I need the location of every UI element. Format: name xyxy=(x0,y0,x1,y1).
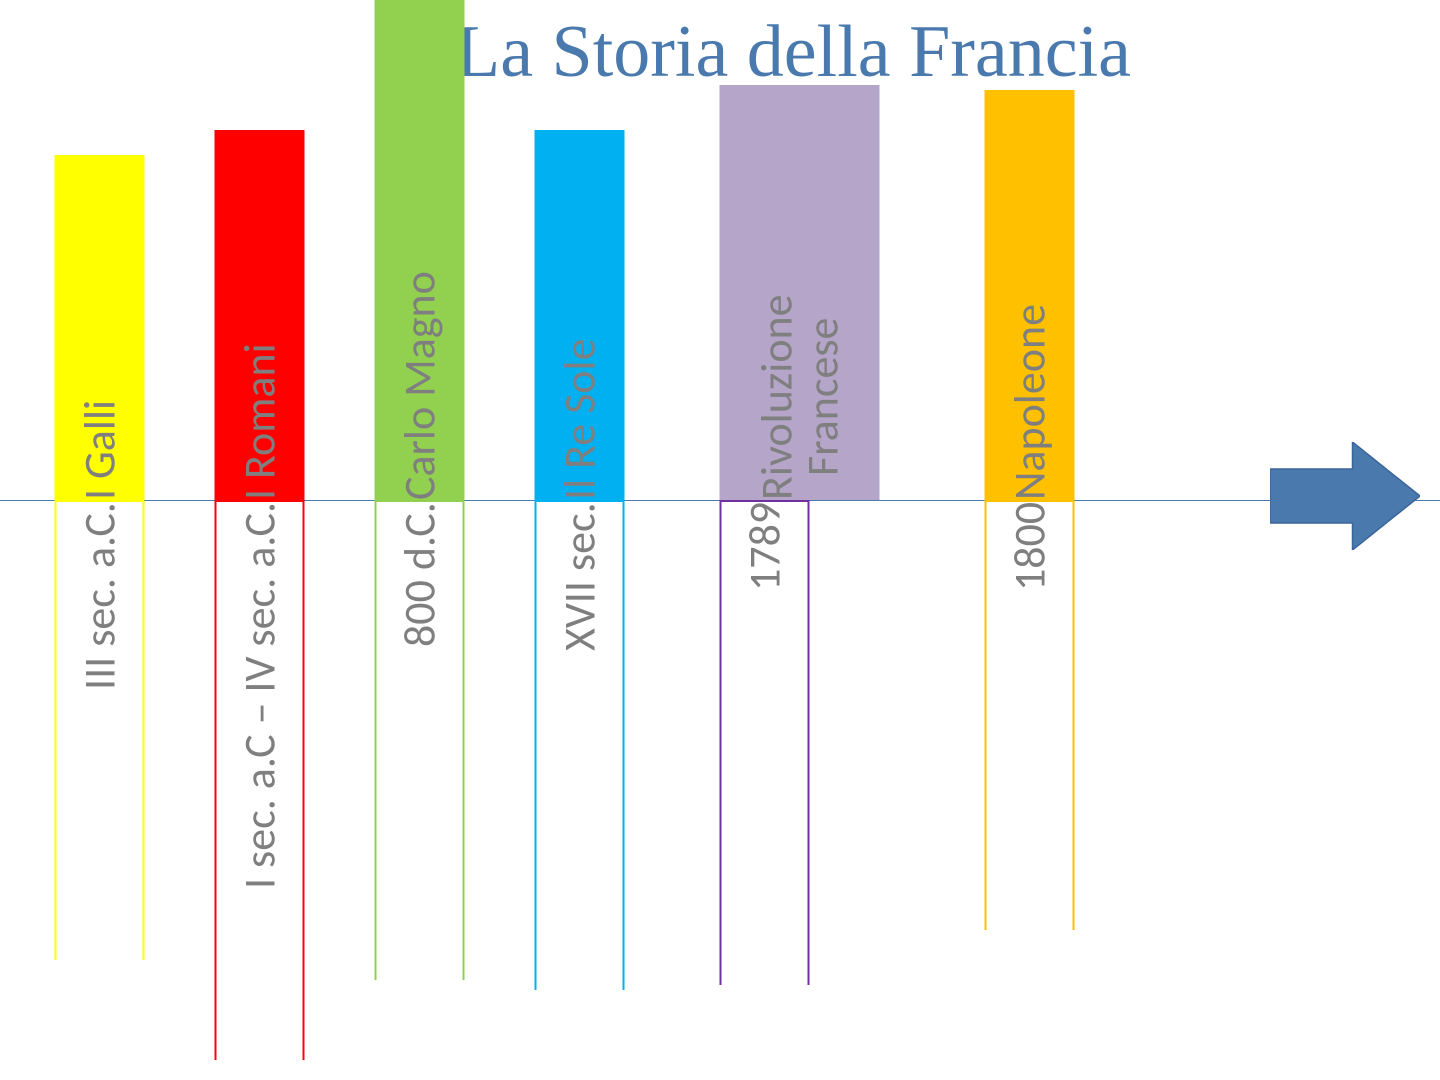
timeline-arrow-icon xyxy=(1270,442,1420,550)
era-bar-resole: Il Re Sole xyxy=(535,130,625,500)
era-label: Il Re Sole xyxy=(556,339,602,501)
date-box-romani: I sec. a.C – IV sec. a.C. xyxy=(215,500,305,1060)
date-box-resole: XVII sec. xyxy=(535,500,625,990)
era-bar-napoleone: Napoleone xyxy=(985,90,1075,500)
date-box-rivoluzione: 1789 xyxy=(720,500,810,985)
date-box-napoleone: 1800 xyxy=(985,500,1075,930)
era-bar-carlomagno: Carlo Magno xyxy=(375,0,465,500)
era-label: Napoleone xyxy=(1006,304,1052,500)
date-box-galli: III sec. a.C. xyxy=(55,500,145,960)
timeline-stage: La Storia della Francia I GalliIII sec. … xyxy=(0,0,1440,1080)
timeline-column-romani: I RomaniI sec. a.C – IV sec. a.C. xyxy=(260,0,261,1)
date-label: 1789 xyxy=(738,502,792,591)
timeline-column-rivoluzione: Rivoluzione Francese1789 xyxy=(800,0,801,1)
era-label: I Galli xyxy=(76,400,122,500)
era-label: Carlo Magno xyxy=(396,271,442,500)
date-label: III sec. a.C. xyxy=(73,502,127,690)
timeline-column-napoleone: Napoleone1800 xyxy=(1030,0,1031,1)
page-title: La Storia della Francia xyxy=(455,10,1131,95)
date-label: 800 d.C. xyxy=(393,502,447,647)
era-bar-romani: I Romani xyxy=(215,130,305,500)
timeline-column-resole: Il Re SoleXVII sec. xyxy=(580,0,581,1)
date-box-carlomagno: 800 d.C. xyxy=(375,500,465,980)
date-label: XVII sec. xyxy=(553,502,607,651)
era-label: Rivoluzione Francese xyxy=(753,294,845,500)
era-label: I Romani xyxy=(236,343,282,500)
date-label: I sec. a.C – IV sec. a.C. xyxy=(233,502,287,889)
era-bar-galli: I Galli xyxy=(55,155,145,500)
era-bar-rivoluzione: Rivoluzione Francese xyxy=(720,85,880,500)
date-label: 1800 xyxy=(1003,502,1057,591)
timeline-column-galli: I GalliIII sec. a.C. xyxy=(100,0,101,1)
timeline-column-carlomagno: Carlo Magno800 d.C. xyxy=(420,0,421,1)
